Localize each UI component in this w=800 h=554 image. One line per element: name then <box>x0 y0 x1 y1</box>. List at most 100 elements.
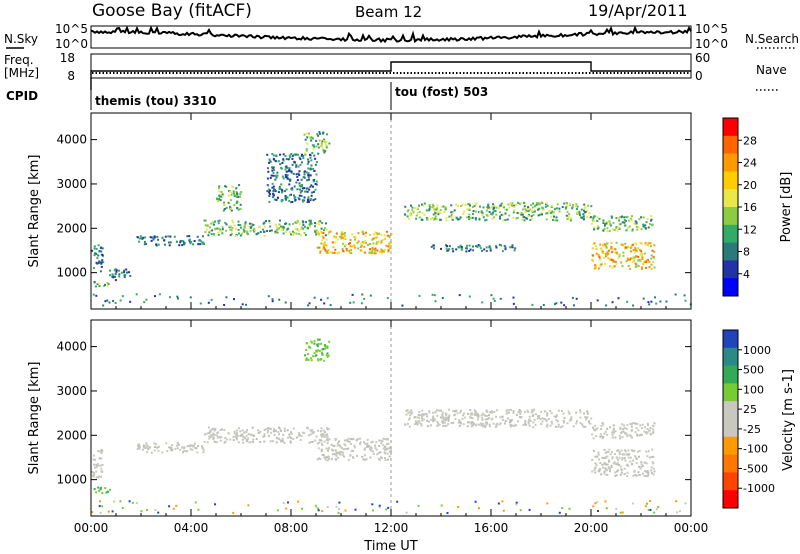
velocity-echo-cell <box>614 436 617 439</box>
cpid-mode-1: themis (tou) 3310 <box>95 94 216 108</box>
power-echo-cell <box>276 174 279 177</box>
power-echo-cell <box>274 174 277 177</box>
velocity-echo-cell <box>100 475 102 478</box>
power-echo-cell <box>307 167 310 170</box>
velocity-echo-cell <box>351 455 354 458</box>
velocity-echo-cell <box>651 461 654 464</box>
velocity-echo-cell <box>416 423 419 426</box>
power-echo-cell <box>298 229 301 232</box>
velocity-echo-cell <box>366 445 369 448</box>
power-echo-cell <box>207 234 210 237</box>
velocity-echo-cell <box>429 424 432 427</box>
power-echo-cell <box>542 304 545 306</box>
power-echo-cell <box>425 209 428 212</box>
velocity-echo-cell <box>113 500 116 503</box>
power-echo-cell <box>428 204 431 206</box>
power-echo-cell <box>491 213 494 216</box>
power-echo-cell <box>326 251 329 254</box>
power-echo-cell <box>650 254 653 257</box>
velocity-echo-cell <box>497 502 500 505</box>
velocity-echo-cell <box>146 444 149 447</box>
velocity-echo-cell <box>650 472 653 475</box>
power-echo-cell <box>274 223 277 226</box>
power-echo-cell <box>558 210 561 213</box>
velocity-echo-cell <box>326 435 329 438</box>
velocity-echo-cell <box>370 447 373 450</box>
power-echo-cell <box>556 203 559 206</box>
power-echo-cell <box>494 210 497 212</box>
power-echo-cell <box>582 218 585 221</box>
velocity-echo-cell <box>201 447 204 450</box>
velocity-echo-cell <box>325 447 328 450</box>
power-echo-cell <box>298 170 301 173</box>
velocity-echo-cell <box>382 447 385 450</box>
power-echo-cell <box>646 217 649 220</box>
power-echo-cell <box>321 235 324 238</box>
power-echo-cell <box>479 247 482 250</box>
velocity-echo-cell <box>636 434 639 437</box>
power-echo-cell <box>275 199 278 201</box>
velocity-echo-cell <box>323 359 326 362</box>
power-echo-cell <box>284 195 287 197</box>
power-echo-cell <box>269 176 272 179</box>
velocity-echo-cell <box>537 415 539 418</box>
velocity-echo-cell <box>325 354 328 357</box>
velocity-echo-cell <box>99 450 102 453</box>
velocity-echo-cell <box>145 446 148 449</box>
velocity-echo-cell <box>655 508 658 511</box>
power-echo-cell <box>202 241 205 244</box>
velocity-colorbar-tick-label: -500 <box>743 462 768 475</box>
velocity-echo-cell <box>582 425 585 428</box>
power-echo-cell <box>309 222 312 225</box>
power-echo-cell <box>306 190 309 193</box>
velocity-echo-cell <box>534 413 537 416</box>
velocity-echo-cell <box>652 455 655 458</box>
velocity-echo-cell <box>562 420 565 422</box>
velocity-echo-cell <box>474 413 476 415</box>
power-echo-cell <box>261 228 264 231</box>
power-echo-cell <box>491 211 494 214</box>
velocity-echo-cell <box>219 439 222 442</box>
power-echo-cell <box>175 240 178 243</box>
power-echo-cell <box>527 210 530 213</box>
power-echo-cell <box>592 217 595 220</box>
velocity-echo-cell <box>646 431 649 434</box>
xtick-label: 00:00 <box>74 521 109 535</box>
power-echo-cell <box>545 218 548 221</box>
power-echo-cell <box>605 246 608 249</box>
velocity-echo-cell <box>428 420 430 423</box>
power-echo-cell <box>435 208 438 211</box>
velocity-echo-cell <box>262 435 265 438</box>
velocity-echo-cell <box>684 502 687 505</box>
velocity-echo-cell <box>604 451 607 454</box>
velocity-echo-cell <box>101 449 103 452</box>
velocity-echo-cell <box>313 342 316 345</box>
velocity-echo-cell <box>613 453 616 455</box>
power-echo-cell <box>361 230 364 233</box>
power-echo-cell <box>566 217 569 220</box>
power-echo-cell <box>629 246 632 249</box>
velocity-echo-cell <box>635 456 638 459</box>
power-echo-cell <box>623 216 626 219</box>
power-echo-cell <box>601 250 604 253</box>
velocity-echo-cell <box>618 464 621 466</box>
velocity-echo-cell <box>489 411 492 414</box>
power-echo-cell <box>484 219 487 222</box>
power-echo-cell <box>635 263 638 266</box>
power-echo-cell <box>465 247 468 250</box>
power-echo-cell <box>409 213 411 216</box>
velocity-echo-cell <box>447 423 450 426</box>
power-echo-cell <box>271 298 274 301</box>
power-echo-cell <box>541 206 544 209</box>
velocity-echo-cell <box>328 438 331 441</box>
velocity-echo-cell <box>652 430 655 433</box>
velocity-echo-cell <box>168 446 170 449</box>
power-echo-cell <box>625 260 628 263</box>
velocity-echo-cell <box>646 470 649 473</box>
power-echo-cell <box>460 205 463 207</box>
power-echo-cell <box>478 218 481 221</box>
velocity-echo-cell <box>488 425 491 428</box>
power-echo-cell <box>474 217 477 220</box>
velocity-echo-cell <box>588 421 591 424</box>
